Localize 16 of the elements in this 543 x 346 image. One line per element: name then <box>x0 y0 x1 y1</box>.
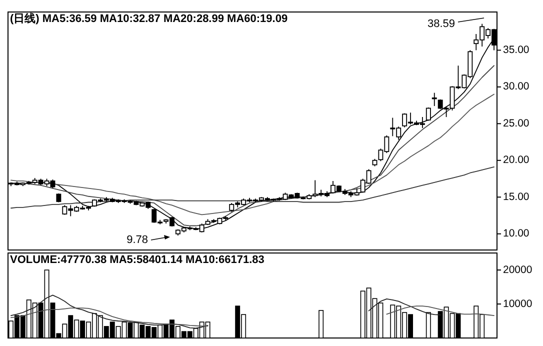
chart-title: (日线) MA5:36.59 MA10:32.87 MA20:28.99 MA60:19.09 <box>10 12 288 25</box>
candlestick <box>426 107 431 122</box>
y-tick-label: 20000 <box>503 264 532 276</box>
y-tick-label: 10.00 <box>503 228 530 240</box>
y-tick-label: 25.00 <box>503 117 530 130</box>
annotation: 38.59 <box>427 18 455 30</box>
y-tick-label: 20.00 <box>503 154 530 166</box>
y-tick-label: 10000 <box>503 298 532 310</box>
line-series <box>10 166 494 209</box>
y-tick-label: 35.00 <box>503 44 530 56</box>
chart-title: VOLUME:47770.38 MA5:58401.14 MA10:66171.83 <box>10 254 264 266</box>
annotation: 9.78 <box>126 234 148 246</box>
candlestick <box>432 92 437 106</box>
y-tick-label: 15.00 <box>503 190 530 203</box>
y-tick-label: 30.00 <box>503 80 530 93</box>
line-series <box>10 94 494 216</box>
